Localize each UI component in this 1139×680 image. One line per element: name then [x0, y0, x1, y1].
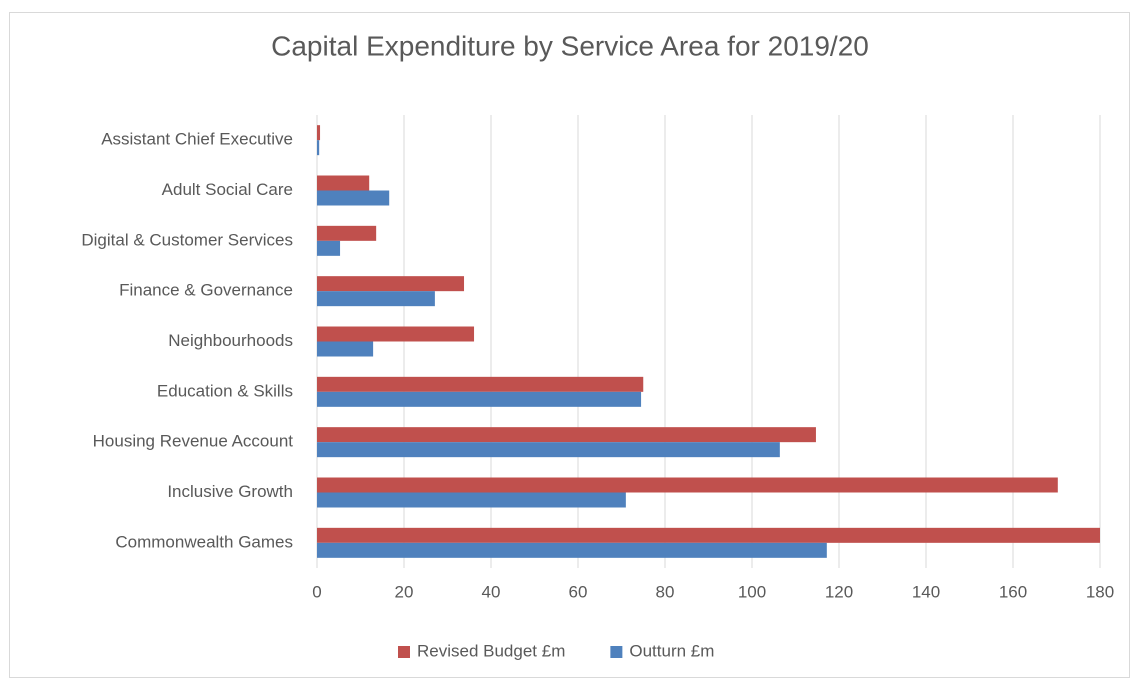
bar: [317, 326, 475, 342]
bar: [317, 240, 341, 256]
x-tick-label: 60: [569, 582, 588, 601]
bar: [317, 341, 374, 357]
x-tick-label: 160: [999, 582, 1027, 601]
bar: [317, 542, 827, 558]
x-tick-label: 140: [912, 582, 940, 601]
chart-title: Capital Expenditure by Service Area for …: [271, 30, 869, 61]
bar: [317, 291, 435, 307]
y-tick-label: Neighbourhoods: [168, 331, 293, 350]
bar: [317, 125, 321, 141]
y-tick-label: Education & Skills: [157, 381, 293, 400]
x-tick-label: 180: [1086, 582, 1114, 601]
x-tick-label: 100: [738, 582, 766, 601]
legend-label: Outturn £m: [629, 641, 714, 660]
bar: [317, 376, 644, 392]
x-tick-label: 80: [656, 582, 675, 601]
y-tick-label: Assistant Chief Executive: [101, 130, 293, 149]
legend-swatch: [398, 646, 410, 658]
chart-border: [9, 12, 1130, 678]
x-tick-label: 120: [825, 582, 853, 601]
y-tick-label: Inclusive Growth: [167, 482, 293, 501]
x-tick-label: 40: [482, 582, 501, 601]
bar: [317, 391, 642, 407]
bar: [317, 276, 465, 292]
bar: [317, 175, 370, 191]
bar: [317, 477, 1058, 493]
bar: [317, 442, 780, 458]
bar: [317, 492, 626, 508]
bar: [317, 190, 390, 206]
x-tick-label: 20: [395, 582, 414, 601]
y-tick-label: Commonwealth Games: [115, 532, 293, 551]
y-tick-label: Digital & Customer Services: [81, 230, 293, 249]
y-tick-label: Adult Social Care: [162, 180, 293, 199]
bar: [317, 527, 1100, 543]
bar: [317, 225, 377, 241]
legend-swatch: [610, 646, 623, 658]
x-tick-label: 0: [312, 582, 321, 601]
y-tick-label: Finance & Governance: [119, 281, 293, 300]
bar: [317, 140, 320, 156]
legend-label: Revised Budget £m: [417, 641, 565, 660]
y-tick-label: Housing Revenue Account: [93, 432, 294, 451]
bar: [317, 427, 816, 443]
